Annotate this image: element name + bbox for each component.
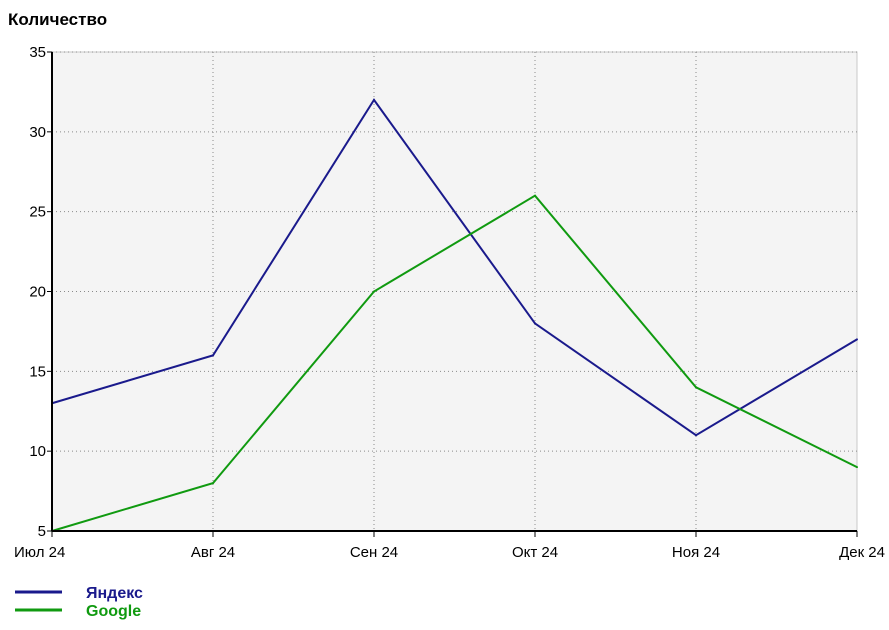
legend-label: Google: [86, 603, 141, 620]
y-tick-label: 35: [29, 44, 46, 61]
y-tick-label: 5: [38, 523, 46, 540]
y-tick-label: 30: [29, 124, 46, 141]
data-point: [534, 194, 536, 197]
y-tick-label: 25: [29, 204, 46, 221]
data-point: [212, 354, 214, 357]
legend-label: Яндекс: [86, 585, 143, 602]
y-tick-label: 10: [29, 443, 46, 460]
plot-area: [51, 51, 858, 532]
series-line-0: [51, 98, 858, 437]
data-point: [212, 482, 214, 485]
x-tick-label: Окт 24: [512, 544, 558, 561]
data-point: [373, 98, 375, 101]
series-line-1: [51, 194, 858, 532]
data-point: [695, 434, 697, 437]
x-tick-label: Сен 24: [350, 544, 398, 561]
x-tick-label: Июл 24: [14, 544, 65, 561]
data-point: [856, 338, 858, 341]
x-axis-ticks: Июл 24 Авг 24 Сен 24 Окт 24 Ноя 24 Дек 24: [14, 531, 885, 561]
y-tick-label: 15: [29, 363, 46, 380]
data-point: [534, 322, 536, 325]
data-point: [695, 386, 697, 389]
x-tick-label: Ноя 24: [672, 544, 720, 561]
y-axis-ticks: 5 10 15 20 25 30 35: [29, 44, 52, 540]
series-lines: [51, 98, 858, 532]
y-axis-label: Количество: [8, 10, 107, 29]
x-tick-label: Дек 24: [839, 544, 885, 561]
x-tick-label: Авг 24: [191, 544, 235, 561]
data-point: [856, 466, 858, 469]
y-tick-label: 20: [29, 284, 46, 301]
data-point: [373, 290, 375, 293]
